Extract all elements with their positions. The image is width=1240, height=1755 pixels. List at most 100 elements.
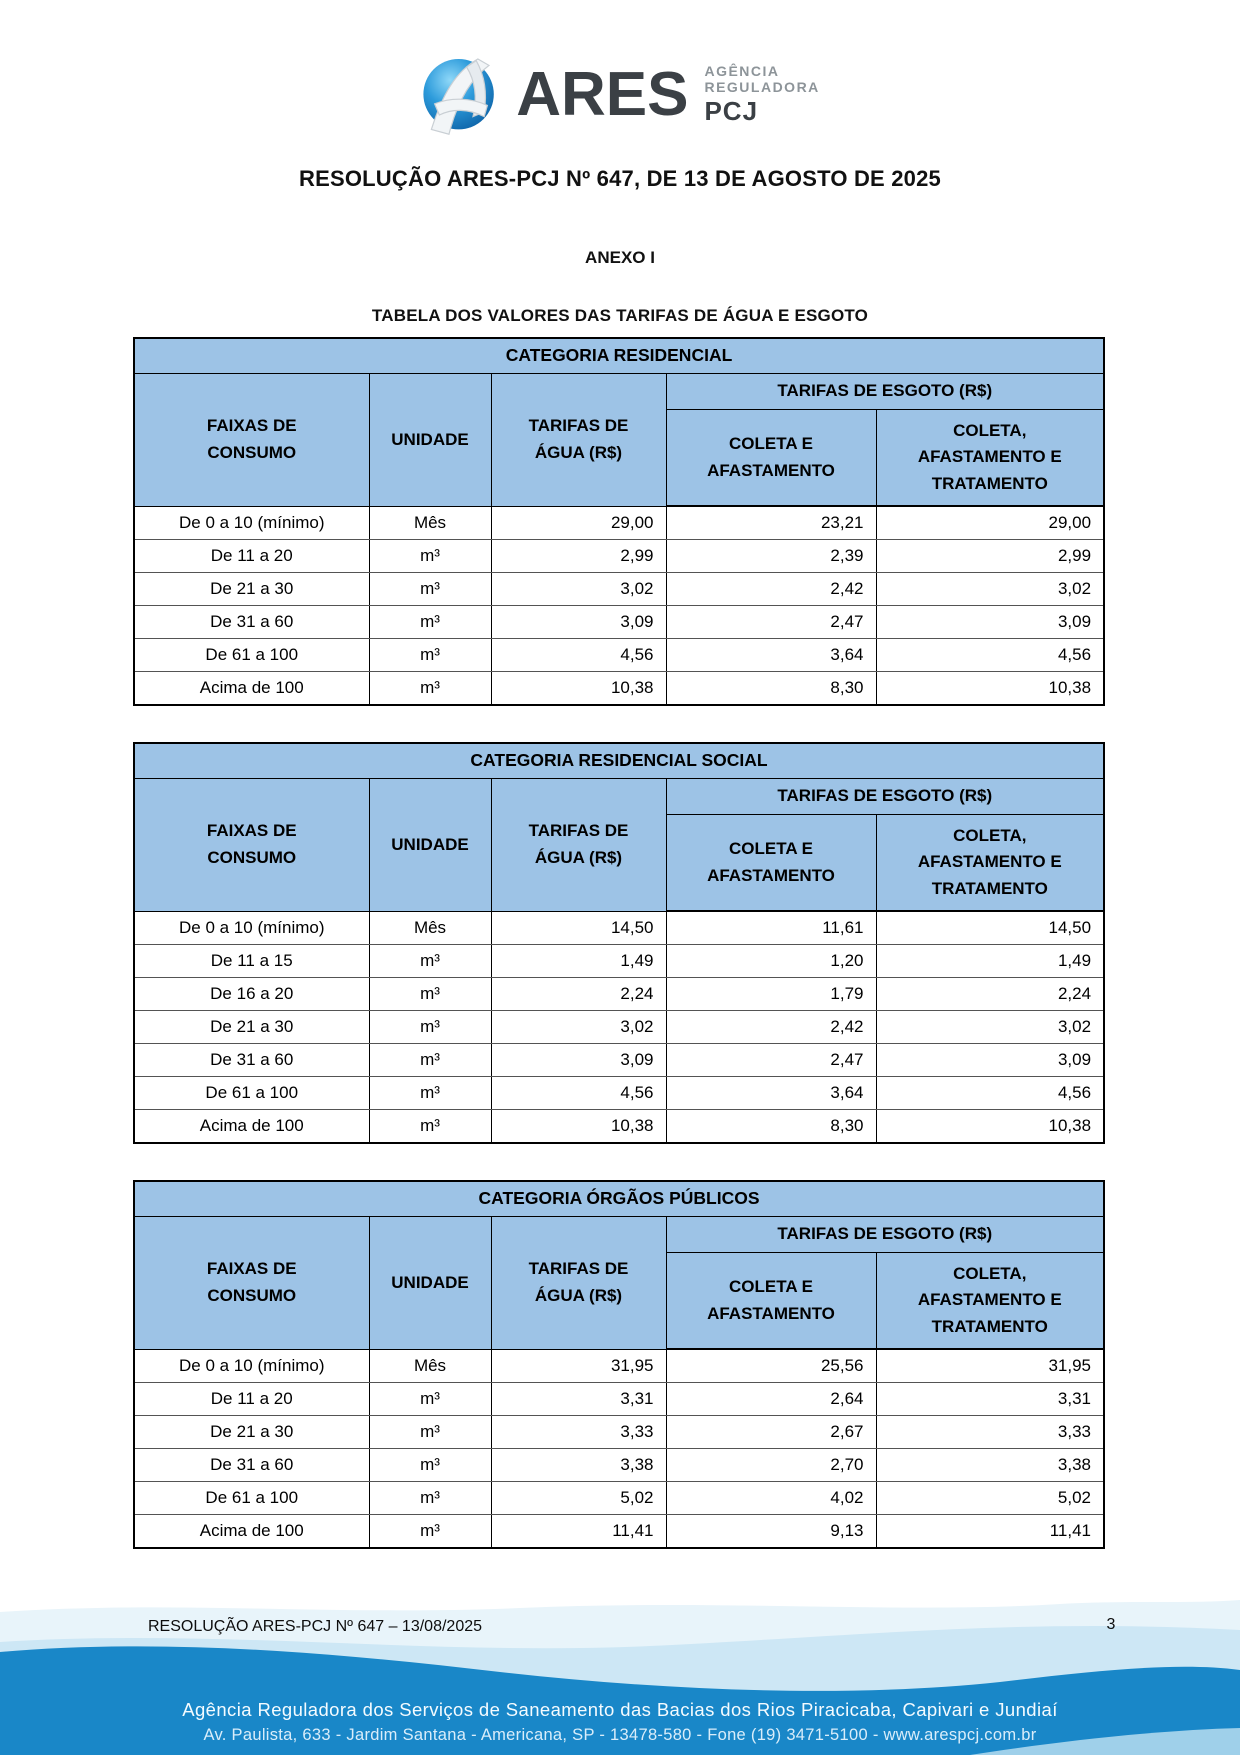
unidade-cell: m³ (368, 944, 492, 978)
coleta-cell: 2,42 (665, 1010, 877, 1044)
coleta-cell: 9,13 (665, 1514, 877, 1549)
footer-resolution-text: RESOLUÇÃO ARES-PCJ Nº 647 – 13/08/2025 (148, 1618, 483, 1635)
coleta-cell: 11,61 (665, 910, 877, 945)
coleta-cell: 2,47 (665, 605, 877, 639)
tariff-row: Acima de 100 m³ 10,38 8,30 10,38 (133, 671, 1105, 706)
faixa-cell: De 0 a 10 (mínimo) (133, 1348, 370, 1383)
tratamento-cell: 4,56 (875, 1076, 1105, 1110)
tariff-row: De 21 a 30 m³ 3,02 2,42 3,02 (133, 572, 1105, 606)
header-coleta-afastamento-tratamento: COLETA, AFASTAMENTO E TRATAMENTO (875, 814, 1105, 912)
category-row: CATEGORIA RESIDENCIAL SOCIAL (133, 742, 1105, 779)
unidade-cell: m³ (368, 1076, 492, 1110)
tratamento-cell: 3,33 (875, 1415, 1105, 1449)
agua-cell: 31,95 (490, 1348, 667, 1383)
header-coleta-afastamento-tratamento: COLETA, AFASTAMENTO E TRATAMENTO (875, 1252, 1105, 1350)
tariff-row: De 16 a 20 m³ 2,24 1,79 2,24 (133, 977, 1105, 1011)
tratamento-cell: 14,50 (875, 910, 1105, 945)
agua-cell: 3,09 (490, 605, 667, 639)
tariff-row: Acima de 100 m³ 10,38 8,30 10,38 (133, 1109, 1105, 1144)
faixa-cell: De 61 a 100 (133, 638, 370, 672)
header-tarifas-esgoto: TARIFAS DE ESGOTO (R$) (665, 778, 1105, 815)
category-row: CATEGORIA RESIDENCIAL (133, 337, 1105, 374)
logo-pcj-text: PCJ (704, 96, 759, 127)
table-caption: TABELA DOS VALORES DAS TARIFAS DE ÁGUA E… (371, 306, 869, 325)
faixa-cell: De 21 a 30 (133, 1415, 370, 1449)
agua-cell: 3,38 (490, 1448, 667, 1482)
faixa-cell: De 31 a 60 (133, 1043, 370, 1077)
tratamento-cell: 10,38 (875, 1109, 1105, 1144)
agua-cell: 3,02 (490, 1010, 667, 1044)
tariff-row: De 0 a 10 (mínimo) Mês 14,50 11,61 14,50 (133, 910, 1105, 945)
unidade-cell: m³ (368, 671, 492, 706)
tariff-row: De 11 a 15 m³ 1,49 1,20 1,49 (133, 944, 1105, 978)
header-coleta-afastamento: COLETA E AFASTAMENTO (665, 409, 877, 507)
unidade-cell: m³ (368, 638, 492, 672)
tratamento-cell: 4,56 (875, 638, 1105, 672)
unidade-cell: Mês (368, 910, 492, 945)
logo-agency-line2: REGULADORA (704, 79, 820, 96)
faixa-cell: De 31 a 60 (133, 605, 370, 639)
coleta-cell: 1,20 (665, 944, 877, 978)
faixa-cell: De 11 a 20 (133, 539, 370, 573)
coleta-cell: 2,42 (665, 572, 877, 606)
header-unidade: UNIDADE (368, 1216, 492, 1350)
tariff-table: CATEGORIA RESIDENCIAL SOCIAL FAIXAS DE C… (133, 742, 1106, 1144)
category-title: CATEGORIA ÓRGÃOS PÚBLICOS (133, 1180, 1105, 1217)
header-unidade: UNIDADE (368, 778, 492, 912)
faixa-cell: De 61 a 100 (133, 1076, 370, 1110)
agua-cell: 3,31 (490, 1382, 667, 1416)
tariff-row: De 31 a 60 m³ 3,09 2,47 3,09 (133, 605, 1105, 639)
faixa-cell: De 11 a 15 (133, 944, 370, 978)
tariff-row: De 0 a 10 (mínimo) Mês 29,00 23,21 29,00 (133, 505, 1105, 540)
unidade-cell: Mês (368, 1348, 492, 1383)
coleta-cell: 4,02 (665, 1481, 877, 1515)
agua-cell: 10,38 (490, 671, 667, 706)
tariff-row: De 11 a 20 m³ 2,99 2,39 2,99 (133, 539, 1105, 573)
coleta-cell: 3,64 (665, 638, 877, 672)
header-tarifas-agua: TARIFAS DE ÁGUA (R$) (490, 778, 667, 912)
tratamento-cell: 1,49 (875, 944, 1105, 978)
faixa-cell: De 11 a 20 (133, 1382, 370, 1416)
header-tarifas-agua: TARIFAS DE ÁGUA (R$) (490, 373, 667, 507)
coleta-cell: 8,30 (665, 671, 877, 706)
annex-title: ANEXO I (585, 248, 655, 267)
logo-tagline: AGÊNCIA REGULADORA PCJ (704, 63, 819, 127)
unidade-cell: m³ (368, 1514, 492, 1549)
coleta-cell: 2,47 (665, 1043, 877, 1077)
coleta-cell: 2,67 (665, 1415, 877, 1449)
header-tarifas-esgoto: TARIFAS DE ESGOTO (R$) (665, 373, 1105, 410)
tariff-row: De 21 a 30 m³ 3,33 2,67 3,33 (133, 1415, 1105, 1449)
coleta-cell: 2,70 (665, 1448, 877, 1482)
tratamento-cell: 11,41 (875, 1514, 1105, 1549)
faixa-cell: De 0 a 10 (mínimo) (133, 910, 370, 945)
tariff-row: Acima de 100 m³ 11,41 9,13 11,41 (133, 1514, 1105, 1549)
agua-cell: 2,99 (490, 539, 667, 573)
header-tarifas-agua: TARIFAS DE ÁGUA (R$) (490, 1216, 667, 1350)
tariff-row: De 0 a 10 (mínimo) Mês 31,95 25,56 31,95 (133, 1348, 1105, 1383)
tratamento-cell: 29,00 (875, 505, 1105, 540)
unidade-cell: m³ (368, 1481, 492, 1515)
header-row-2: COLETA E AFASTAMENTO COLETA, AFASTAMENTO… (134, 409, 1105, 507)
tariff-table: CATEGORIA ÓRGÃOS PÚBLICOS FAIXAS DE CONS… (133, 1180, 1106, 1549)
tariff-row: De 31 a 60 m³ 3,09 2,47 3,09 (133, 1043, 1105, 1077)
header-row-2: COLETA E AFASTAMENTO COLETA, AFASTAMENTO… (134, 1252, 1105, 1350)
tratamento-cell: 5,02 (875, 1481, 1105, 1515)
faixa-cell: De 21 a 30 (133, 1010, 370, 1044)
faixa-cell: De 31 a 60 (133, 1448, 370, 1482)
agua-cell: 4,56 (490, 1076, 667, 1110)
unidade-cell: m³ (368, 1109, 492, 1144)
faixa-cell: De 61 a 100 (133, 1481, 370, 1515)
tariff-row: De 61 a 100 m³ 4,56 3,64 4,56 (133, 638, 1105, 672)
footer-wave-graphic (0, 1600, 1240, 1755)
page-number: 3 (1106, 1616, 1116, 1633)
tratamento-cell: 31,95 (875, 1348, 1105, 1383)
faixa-cell: De 21 a 30 (133, 572, 370, 606)
header-coleta-afastamento: COLETA E AFASTAMENTO (665, 814, 877, 912)
coleta-cell: 3,64 (665, 1076, 877, 1110)
tratamento-cell: 3,02 (875, 572, 1105, 606)
agua-cell: 10,38 (490, 1109, 667, 1144)
tratamento-cell: 3,38 (875, 1448, 1105, 1482)
banner-agency-name: Agência Reguladora dos Serviços de Sanea… (182, 1699, 1058, 1720)
logo-brand-text: ARES (516, 60, 689, 129)
logo-agency-line1: AGÊNCIA (704, 62, 780, 79)
